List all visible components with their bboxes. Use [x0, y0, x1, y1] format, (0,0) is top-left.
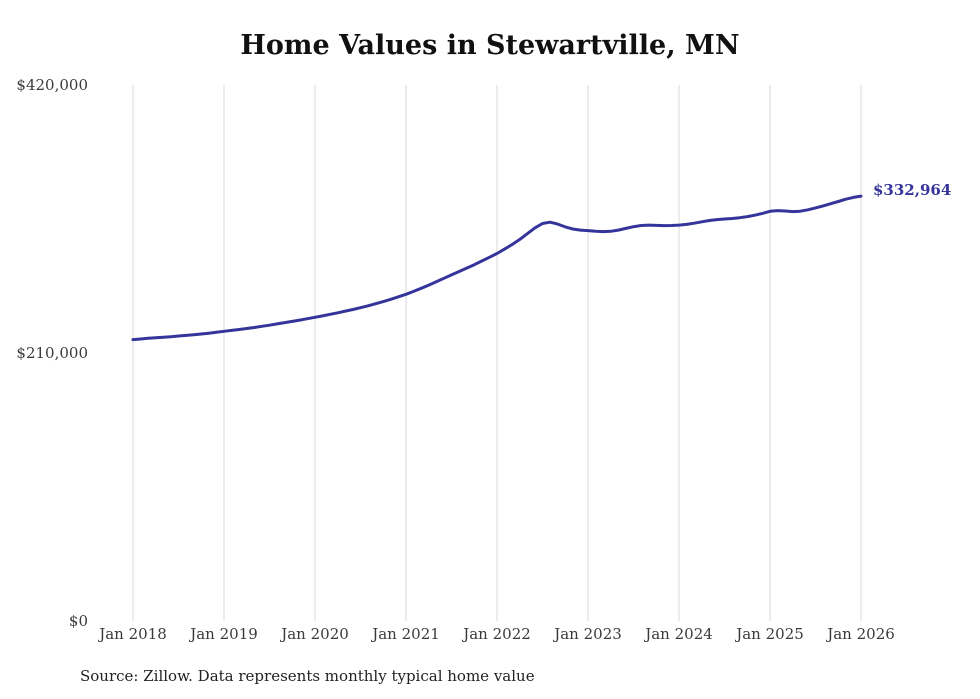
current-value-label: $332,964	[873, 181, 952, 200]
x-axis-tick-label: Jan 2019	[190, 625, 258, 643]
chart-title: Home Values in Stewartville, MN	[240, 30, 740, 61]
source-note: Source: Zillow. Data represents monthly …	[80, 667, 535, 685]
y-axis-tick-label: $0	[68, 612, 88, 630]
x-axis-tick-label: Jan 2025	[736, 625, 804, 643]
home-value-series-line	[131, 194, 863, 342]
gridlines-group	[132, 85, 862, 621]
x-axis-tick-label: Jan 2024	[645, 625, 713, 643]
x-axis-tick-label: Jan 2020	[281, 625, 349, 643]
x-axis-tick-label: Jan 2021	[372, 625, 440, 643]
x-axis-tick-label: Jan 2022	[463, 625, 531, 643]
x-axis-tick-label: Jan 2018	[99, 625, 167, 643]
x-axis-tick-label: Jan 2026	[827, 625, 895, 643]
x-axis-tick-label: Jan 2023	[554, 625, 622, 643]
y-axis-tick-label: $420,000	[16, 76, 88, 94]
y-axis-tick-label: $210,000	[16, 344, 88, 362]
